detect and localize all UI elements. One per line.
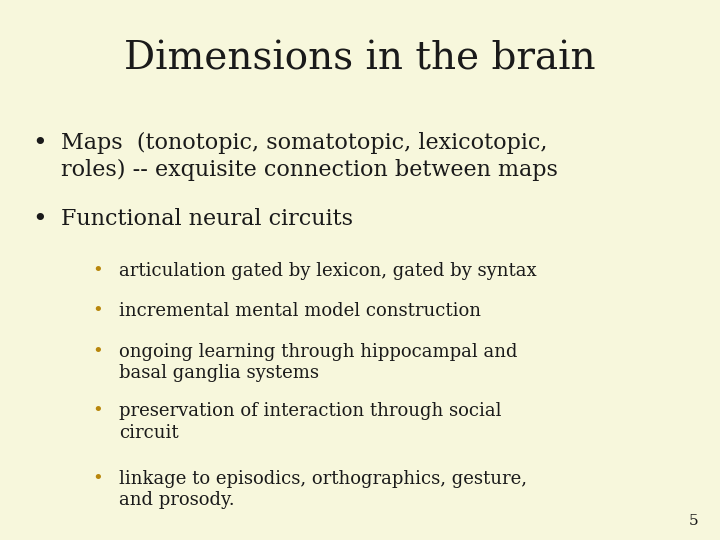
Text: Maps  (tonotopic, somatotopic, lexicotopic,
roles) -- exquisite connection betwe: Maps (tonotopic, somatotopic, lexicotopi…	[61, 132, 558, 181]
Text: ongoing learning through hippocampal and
basal ganglia systems: ongoing learning through hippocampal and…	[119, 343, 517, 382]
Text: articulation gated by lexicon, gated by syntax: articulation gated by lexicon, gated by …	[119, 262, 536, 280]
Text: •: •	[92, 302, 102, 320]
Text: preservation of interaction through social
circuit: preservation of interaction through soci…	[119, 402, 501, 442]
Text: 5: 5	[689, 514, 698, 528]
Text: •: •	[32, 208, 47, 231]
Text: linkage to episodics, orthographics, gesture,
and prosody.: linkage to episodics, orthographics, ges…	[119, 470, 527, 509]
Text: •: •	[92, 402, 102, 420]
Text: •: •	[92, 470, 102, 488]
Text: Dimensions in the brain: Dimensions in the brain	[124, 40, 596, 78]
Text: •: •	[92, 343, 102, 361]
Text: incremental mental model construction: incremental mental model construction	[119, 302, 481, 320]
Text: •: •	[92, 262, 102, 280]
Text: •: •	[32, 132, 47, 156]
Text: Functional neural circuits: Functional neural circuits	[61, 208, 354, 230]
